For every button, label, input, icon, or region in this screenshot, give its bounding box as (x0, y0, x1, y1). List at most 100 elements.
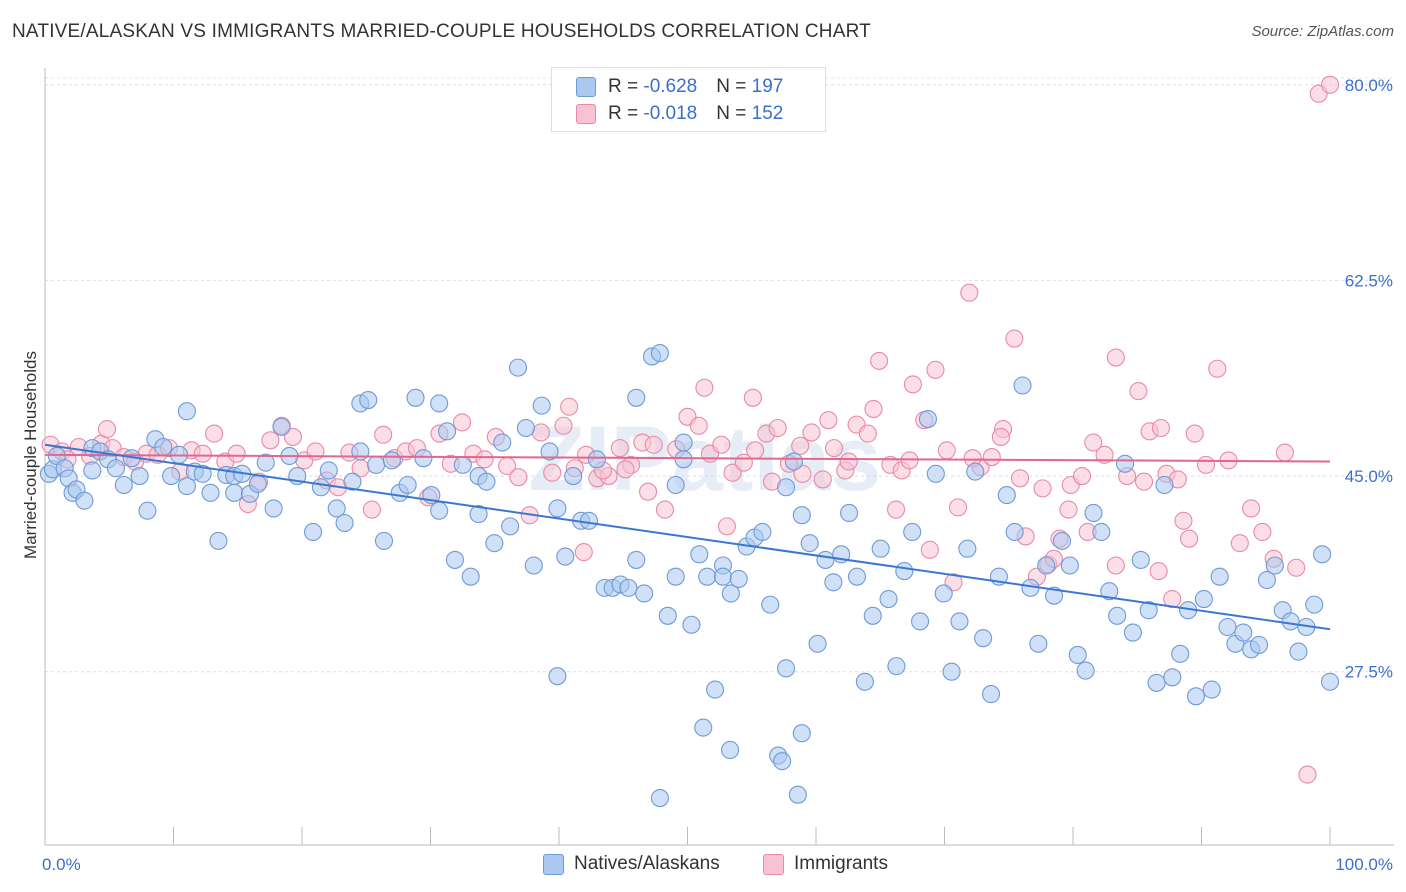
y-tick-label: 62.5% (1345, 271, 1393, 290)
immigrants-point (475, 450, 494, 469)
natives-point (682, 615, 701, 634)
immigrants-point (864, 399, 883, 419)
immigrants-point (791, 436, 810, 455)
natives-point (887, 657, 906, 676)
natives-point (461, 567, 480, 586)
immigrants-point (1320, 75, 1340, 94)
natives-point (1123, 623, 1142, 642)
natives-point (773, 752, 792, 771)
natives-legend-swatch (543, 853, 564, 875)
immigrants-point (1072, 467, 1092, 486)
natives-point (974, 629, 993, 648)
natives-point (666, 567, 685, 586)
natives-point (1037, 556, 1056, 575)
natives-point (1108, 606, 1127, 625)
immigrants-point (802, 423, 821, 442)
immigrants-point (1059, 500, 1078, 519)
natives-point (319, 461, 338, 480)
natives-point (493, 433, 512, 452)
immigrants-point (982, 448, 1001, 467)
immigrants-point (695, 378, 714, 397)
x-tick-label: 100.0% (1335, 855, 1393, 874)
immigrants-point (920, 540, 939, 559)
natives-point (776, 659, 796, 678)
natives-point (1281, 612, 1300, 631)
natives-point (438, 422, 457, 441)
natives-point (698, 567, 717, 586)
immigrants-point (870, 351, 889, 370)
natives-point (1313, 545, 1332, 564)
immigrants-point (509, 468, 528, 487)
natives-point (816, 550, 835, 569)
natives-point (106, 459, 126, 478)
trend-lines (44, 443, 1331, 631)
natives-point (138, 501, 157, 520)
natives-point (871, 539, 890, 558)
immigrants-point (858, 424, 877, 443)
immigrants-point (1185, 424, 1204, 443)
natives-point (524, 556, 543, 575)
n-label: N = (716, 103, 752, 124)
natives-point (1060, 556, 1079, 575)
natives-point (359, 390, 378, 410)
immigrants-point (723, 463, 742, 482)
r-label: R = (608, 103, 644, 124)
natives-point (855, 672, 874, 691)
immigrants-point (948, 498, 968, 517)
immigrants-point (574, 543, 593, 562)
immigrants-legend-label: Immigrants (794, 853, 888, 874)
immigrants-point (793, 464, 812, 483)
natives-point (1171, 644, 1190, 663)
natives-swatch (576, 77, 596, 97)
natives-points (39, 344, 1340, 808)
immigrants-point (991, 427, 1010, 446)
immigrants-swatch (576, 104, 596, 124)
natives-point (635, 584, 654, 603)
natives-point (788, 785, 807, 804)
immigrants-point (97, 420, 117, 439)
natives-point (343, 472, 362, 491)
natives-point (824, 573, 843, 592)
natives-point (1320, 672, 1340, 691)
natives-point (627, 388, 646, 407)
immigrants-point (1095, 445, 1114, 464)
immigrants-point (960, 283, 979, 302)
natives-point (784, 452, 803, 471)
natives-point (1257, 570, 1276, 590)
natives-point (1234, 623, 1253, 642)
natives-point (382, 451, 401, 470)
immigrants-point (1208, 359, 1227, 378)
natives-point (1218, 617, 1237, 637)
natives-point (1084, 503, 1103, 523)
immigrants-point (824, 439, 844, 458)
natives-point (619, 578, 638, 597)
natives-point (966, 462, 985, 481)
immigrants-point (1196, 455, 1216, 474)
y-tick-label: 27.5% (1345, 663, 1393, 682)
immigrants-point (374, 425, 393, 444)
immigrants-point (1033, 479, 1052, 498)
natives-point (485, 534, 504, 553)
immigrants-point (903, 375, 922, 394)
chart-title: NATIVE/ALASKAN VS IMMIGRANTS MARRIED-COU… (12, 21, 871, 42)
immigrants-point (1151, 418, 1170, 438)
natives-point (650, 788, 669, 808)
natives-point (225, 483, 244, 502)
natives-point (1147, 673, 1166, 692)
natives-point (903, 522, 922, 542)
natives-point (501, 517, 520, 536)
natives-point (1068, 645, 1087, 664)
immigrants-point (1106, 348, 1125, 367)
immigrants-point (1253, 522, 1272, 542)
immigrants-point (638, 482, 658, 501)
natives-point (926, 464, 945, 483)
natives-point (114, 475, 133, 495)
immigrants-point (768, 418, 787, 438)
n-value-immigrants: 152 (751, 103, 784, 124)
legend-row-natives: R = -0.628 N = 197 (576, 75, 783, 99)
natives-point (406, 388, 425, 407)
natives-point (1139, 601, 1158, 620)
natives-point (1013, 376, 1032, 395)
immigrants-point (205, 424, 224, 443)
natives-point (579, 511, 599, 530)
